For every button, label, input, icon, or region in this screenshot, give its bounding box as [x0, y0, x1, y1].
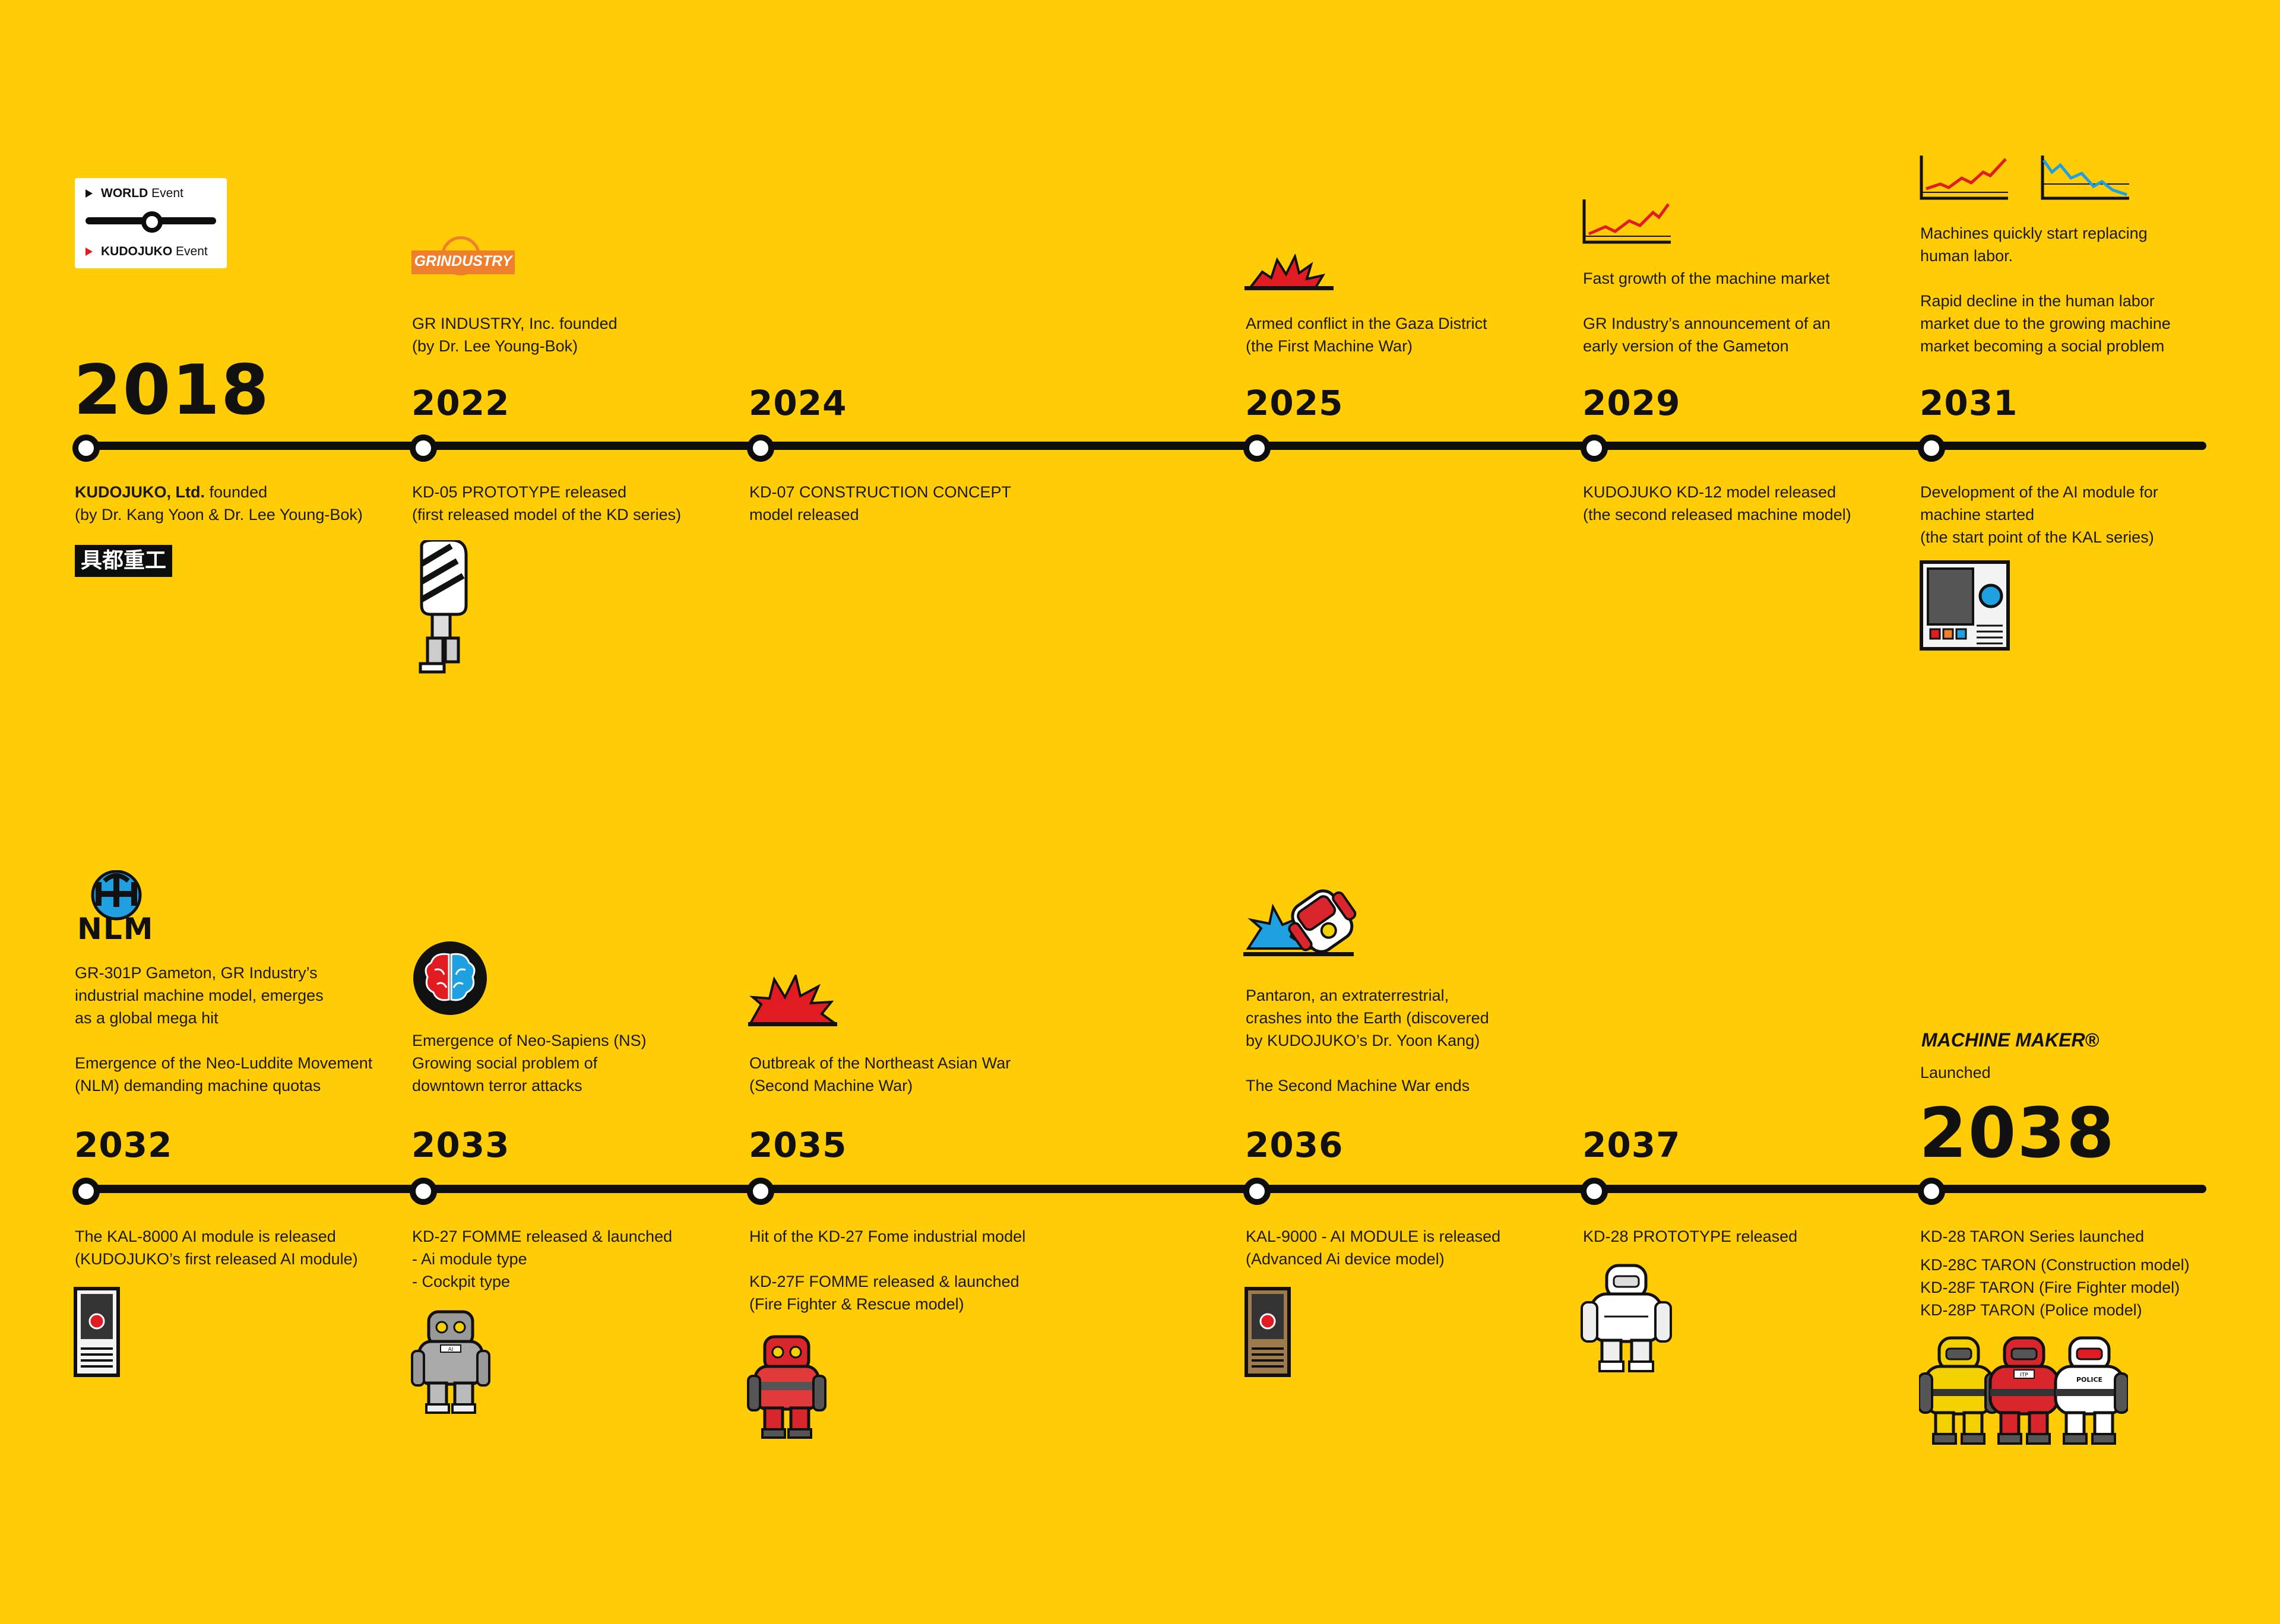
event-2025-above: Armed conflict in the Gaza District (the … [1246, 315, 1487, 355]
kd28c-taron-robot-icon [1919, 1336, 2000, 1445]
event-2033-below: KD-27 FOMME released & launched - Ai modu… [412, 1227, 673, 1290]
year-2032: 2032 [74, 1125, 173, 1165]
event-2029-below: KUDOJUKO KD-12 model released (the second… [1583, 483, 1851, 524]
year-2022: 2022 [411, 383, 510, 423]
event-2024-below: KD-07 CONSTRUCTION CONCEPT model released [749, 483, 1012, 524]
node-2032 [72, 1178, 100, 1205]
war-explosion-icon [748, 975, 837, 1026]
explosion-icon [1244, 254, 1334, 290]
event-2037-below: KD-28 PROTOTYPE released [1583, 1227, 1798, 1245]
event-2022-below: KD-05 PROTOTYPE released (first released … [412, 483, 682, 524]
event-2031-below: Development of the AI module for machine … [1920, 483, 2158, 546]
event-2029-above: Fast growth of the machine market GR Indu… [1583, 269, 1831, 355]
timeline-line-top [75, 442, 2206, 450]
event-2035-above: Outbreak of the Northeast Asian War (Seco… [749, 1054, 1011, 1095]
kd28p-taron-robot-icon: POLICE [2054, 1336, 2128, 1445]
year-2038: 2038 [1919, 1093, 2116, 1173]
event-2038-above: Launched [1920, 1064, 1991, 1081]
year-2029: 2029 [1582, 383, 1681, 423]
legend-kudojuko: KUDOJUKO Event [86, 245, 208, 259]
event-2032-below: The KAL-8000 AI module is released (KUDOJ… [75, 1227, 358, 1268]
node-2031 [1918, 434, 1945, 462]
event-2035-below: Hit of the KD-27 Fome industrial model KD… [749, 1227, 1026, 1313]
year-2037: 2037 [1582, 1125, 1681, 1165]
pantaron-crash-icon [1243, 889, 1357, 956]
growth-chart-icon [1582, 199, 1671, 244]
kd28f-taron-robot-icon: ITP [1988, 1336, 2060, 1445]
event-2018-below: KUDOJUKO, Ltd. founded (by Dr. Kang Yoon… [75, 483, 363, 524]
kd28p-police-label: POLICE [2076, 1376, 2102, 1384]
machine-maker-title: MACHINE MAKER® [1921, 1029, 2100, 1051]
year-2025: 2025 [1245, 383, 1344, 423]
node-2029 [1581, 434, 1608, 462]
kudojuko-badge: 具都重工 [75, 545, 173, 577]
node-2037 [1581, 1178, 1608, 1205]
kd28-prototype-robot-icon [1581, 1264, 1672, 1372]
gr-industry-logo: GRINDUSTRY [411, 236, 515, 283]
year-2031: 2031 [1920, 383, 2018, 423]
gr-industry-logo-text: GRINDUSTRY [414, 253, 512, 269]
event-2031-above: Machines quickly start replacing human la… [1920, 224, 2171, 355]
kd28f-itp-label: ITP [2020, 1372, 2028, 1378]
event-2036-below: KAL-9000 - AI MODULE is released (Advance… [1246, 1227, 1501, 1268]
event-2033-above: Emergence of Neo-Sapiens (NS) Growing soc… [412, 1032, 647, 1095]
nlm-logo-icon [91, 870, 142, 921]
ai-module-device-icon [1920, 560, 2010, 651]
legend: WORLD Event KUDOJUKO Event [75, 178, 227, 268]
event-2038-below: KD-28 TARON Series launched KD-28C TARON… [1920, 1227, 2190, 1319]
kd05-prototype-robot-icon [419, 540, 468, 674]
timeline-line-bottom [75, 1185, 2206, 1193]
node-2038 [1918, 1178, 1945, 1205]
legend-world: WORLD Event [86, 186, 183, 201]
year-2024: 2024 [749, 383, 847, 423]
year-2033: 2033 [411, 1125, 510, 1165]
neo-sapiens-brain-icon [413, 941, 487, 1015]
node-2025 [1243, 434, 1271, 462]
kd27-ai-label: AI [448, 1347, 454, 1353]
rising-chart-icon [1920, 156, 2008, 200]
event-2022-above: GR INDUSTRY, Inc. founded (by Dr. Lee You… [412, 315, 618, 355]
event-2032-above: GR-301P Gameton, GR Industry’s industrial… [75, 964, 373, 1095]
node-2024 [747, 434, 774, 462]
year-2036: 2036 [1245, 1125, 1344, 1165]
year-2018: 2018 [74, 350, 270, 430]
nlm-logo-text: NLM [77, 912, 154, 946]
node-2018 [72, 434, 100, 462]
node-2036 [1243, 1178, 1271, 1205]
red-triangle-icon [86, 248, 93, 256]
legend-node [141, 211, 163, 233]
year-2035: 2035 [749, 1125, 847, 1165]
triangle-icon [86, 189, 93, 198]
declining-chart-icon [2041, 156, 2129, 200]
kal-8000-module-icon [74, 1287, 120, 1377]
kd27f-fomme-robot-icon [747, 1335, 826, 1439]
kd28-taron-series-robots-icon: ITP POLICE [1919, 1336, 2128, 1445]
event-2036-above: Pantaron, an extraterrestrial, crashes in… [1246, 987, 1489, 1095]
node-2033 [410, 1178, 437, 1205]
node-2035 [747, 1178, 774, 1205]
kal-9000-module-icon [1244, 1287, 1291, 1377]
kd27-fomme-robot-icon: AI [411, 1310, 490, 1414]
node-2022 [410, 434, 437, 462]
